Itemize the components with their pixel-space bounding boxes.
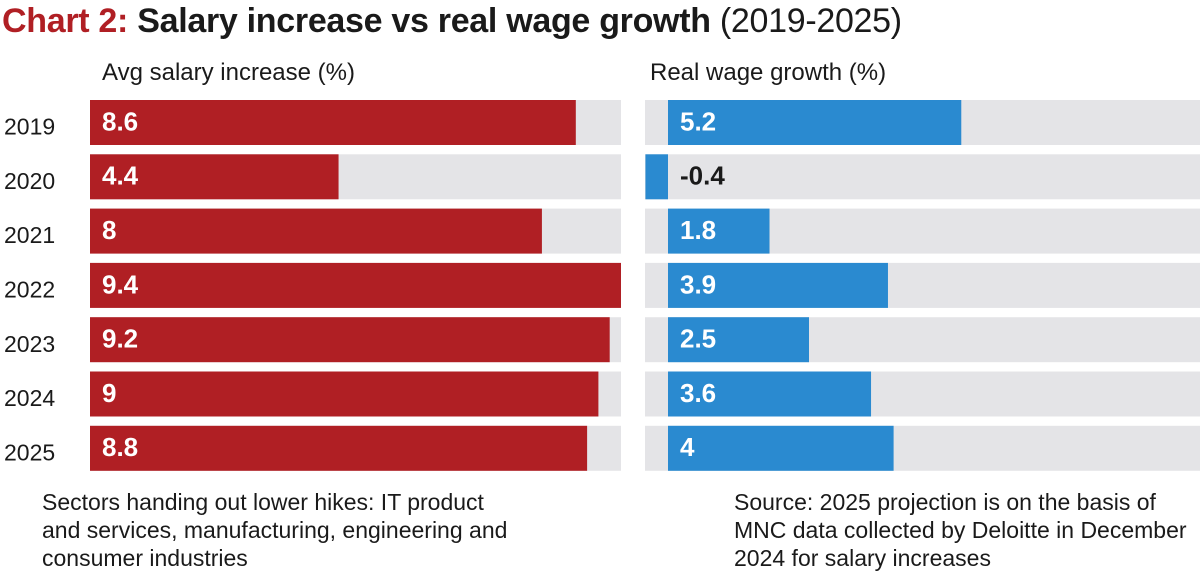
real-bar-2024: [668, 371, 872, 417]
source-note: Source: 2025 projection is on the basis …: [734, 489, 1187, 571]
salary-value-2020: 4.4: [102, 161, 139, 191]
salary-bar-2022: [90, 262, 621, 308]
real-value-2022: 3.9: [680, 269, 716, 299]
chart-title-main: Salary increase vs real wage growth: [137, 2, 711, 40]
real-value-2024: 3.6: [680, 378, 716, 408]
real-value-2021: 1.8: [680, 215, 716, 245]
year-label-2025: 2025: [4, 439, 55, 465]
salary-bar-2019: [90, 100, 576, 145]
salary-value-2022: 9.4: [102, 269, 139, 299]
sectors-note: Sectors handing out lower hikes: IT prod…: [42, 489, 508, 571]
real-bar-2022: [668, 262, 888, 308]
salary-value-2024: 9: [102, 378, 116, 408]
year-label-2024: 2024: [4, 385, 55, 411]
salary-bar-2021: [90, 208, 542, 254]
salary-value-2019: 8.6: [102, 106, 138, 136]
real-bar-2023: [668, 317, 809, 363]
chart-title-years: (2019-2025): [719, 2, 902, 40]
year-label-2022: 2022: [4, 276, 55, 302]
real-wage-panel-title: Real wage growth (%): [650, 59, 887, 86]
real-bar-2019: [668, 100, 962, 145]
real-bar-2020: [645, 154, 668, 200]
real-track-2020: [645, 154, 1200, 200]
real-value-2020: -0.4: [680, 161, 725, 191]
real-value-2023: 2.5: [680, 324, 716, 354]
salary-panel-title: Avg salary increase (%): [102, 59, 355, 86]
salary-value-2021: 8: [102, 215, 116, 245]
salary-bar-2023: [90, 317, 610, 363]
salary-bar-2024: [90, 371, 599, 417]
chart-title: Chart 2: Salary increase vs real wage gr…: [2, 0, 902, 42]
real-value-2019: 5.2: [680, 106, 716, 136]
salary-value-2025: 8.8: [102, 432, 138, 462]
real-bar-2021: [668, 208, 770, 254]
salary-value-2023: 9.2: [102, 324, 138, 354]
year-label-2023: 2023: [4, 331, 55, 357]
real-value-2025: 4: [680, 432, 695, 462]
salary-bar-2020: [90, 154, 339, 200]
chart-title-lead: Chart 2:: [2, 2, 129, 40]
year-label-2019: 2019: [4, 114, 55, 140]
salary-bar-2025: [90, 425, 588, 471]
year-label-2020: 2020: [4, 168, 55, 194]
real-bar-2025: [668, 425, 894, 471]
year-label-2021: 2021: [4, 222, 55, 248]
